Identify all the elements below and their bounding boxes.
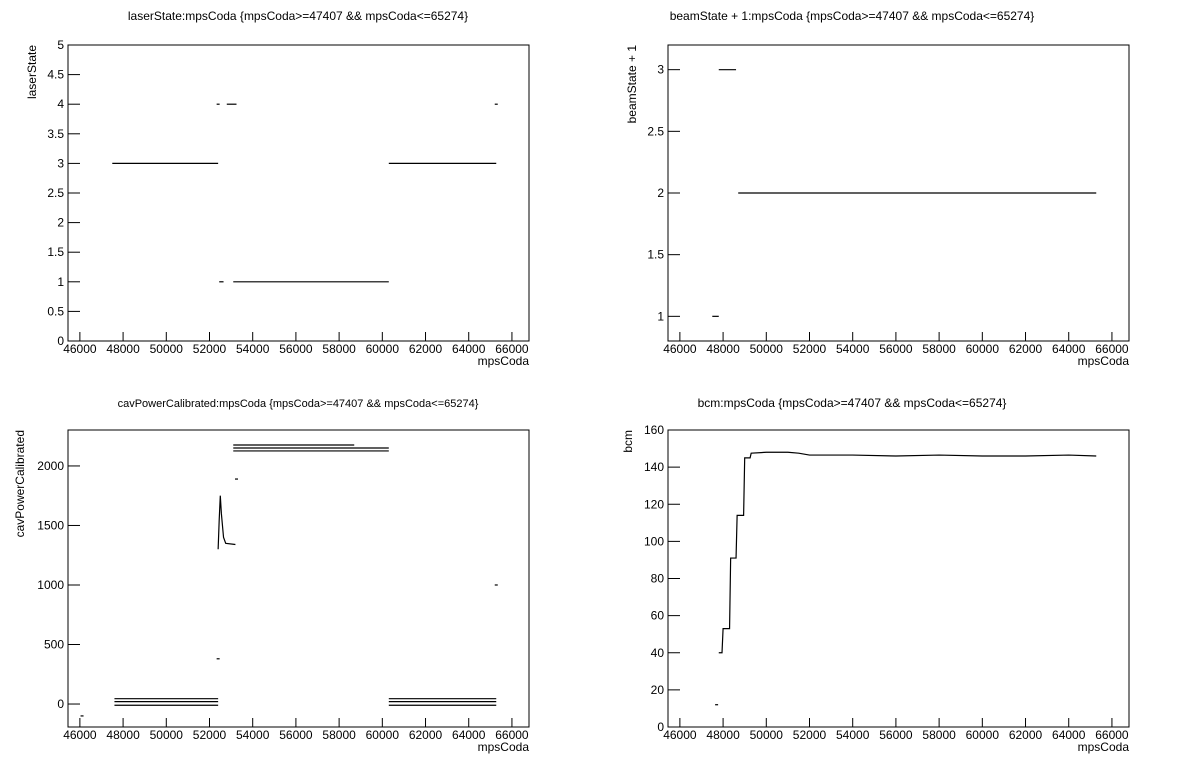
panel: beamState + 1:mpsCoda {mpsCoda>=47407 &&… <box>625 9 1130 368</box>
x-tick-label: 46000 <box>63 342 97 356</box>
x-tick-label: 54000 <box>236 728 270 742</box>
y-tick-label: 3 <box>657 63 664 77</box>
y-tick-label: 1000 <box>37 578 64 592</box>
x-tick-label: 48000 <box>106 342 140 356</box>
y-tick-label: 2 <box>657 186 664 200</box>
y-tick-label: 140 <box>644 460 664 474</box>
data-line <box>718 451 1097 654</box>
y-tick-label: 4.5 <box>47 68 64 82</box>
y-tick-label: 0 <box>57 334 64 348</box>
x-tick-label: 46000 <box>63 728 97 742</box>
x-tick-label: 64000 <box>452 342 486 356</box>
y-tick-label: 1.5 <box>647 248 664 262</box>
x-tick-label: 50000 <box>150 728 184 742</box>
x-tick-label: 50000 <box>750 728 784 742</box>
y-tick-label: 2 <box>57 216 64 230</box>
x-tick-label: 56000 <box>879 342 913 356</box>
y-tick-label: 120 <box>644 497 664 511</box>
x-tick-label: 52000 <box>793 342 827 356</box>
x-tick-label: 58000 <box>922 342 956 356</box>
plot-frame <box>67 429 530 728</box>
panel: cavPowerCalibrated:mpsCoda {mpsCoda>=474… <box>13 398 530 754</box>
y-tick-label: 1500 <box>37 518 64 532</box>
x-tick-label: 66000 <box>495 728 529 742</box>
x-tick-label: 62000 <box>409 342 443 356</box>
x-tick-label: 62000 <box>409 728 443 742</box>
y-axis-label: bcm <box>621 430 635 453</box>
x-tick-label: 52000 <box>193 728 227 742</box>
x-tick-label: 64000 <box>452 728 486 742</box>
y-tick-label: 80 <box>651 572 665 586</box>
panel: bcm:mpsCoda {mpsCoda>=47407 && mpsCoda<=… <box>621 396 1130 754</box>
x-tick-label: 48000 <box>706 342 740 356</box>
y-tick-label: 60 <box>651 609 665 623</box>
y-tick-label: 40 <box>651 646 665 660</box>
x-tick-label: 56000 <box>279 728 313 742</box>
y-axis-label: cavPowerCalibrated <box>13 430 27 537</box>
x-tick-label: 52000 <box>793 728 827 742</box>
y-tick-label: 20 <box>651 683 665 697</box>
y-tick-label: 0 <box>657 720 664 734</box>
x-tick-label: 54000 <box>236 342 270 356</box>
x-tick-label: 50000 <box>750 342 784 356</box>
x-tick-label: 58000 <box>322 342 356 356</box>
y-tick-label: 3.5 <box>47 127 64 141</box>
x-tick-label: 50000 <box>150 342 184 356</box>
x-tick-label: 66000 <box>1095 342 1129 356</box>
y-tick-label: 0.5 <box>47 304 64 318</box>
plot-frame <box>667 429 1130 728</box>
y-tick-label: 4 <box>57 97 64 111</box>
x-tick-label: 60000 <box>966 342 1000 356</box>
y-tick-label: 0 <box>57 697 64 711</box>
y-tick-label: 500 <box>44 638 64 652</box>
x-tick-label: 46000 <box>663 342 697 356</box>
x-tick-label: 54000 <box>836 342 870 356</box>
x-tick-label: 58000 <box>922 728 956 742</box>
chart-title: beamState + 1:mpsCoda {mpsCoda>=47407 &&… <box>670 9 1035 23</box>
y-tick-label: 5 <box>57 38 64 52</box>
x-axis-label: mpsCoda <box>478 354 530 368</box>
x-tick-label: 56000 <box>279 342 313 356</box>
x-tick-label: 56000 <box>879 728 913 742</box>
plot-frame <box>67 44 530 342</box>
chart-title: laserState:mpsCoda {mpsCoda>=47407 && mp… <box>128 9 468 23</box>
y-tick-label: 2.5 <box>647 124 664 138</box>
y-tick-label: 2000 <box>37 459 64 473</box>
y-tick-label: 1 <box>657 309 664 323</box>
x-tick-label: 60000 <box>366 342 400 356</box>
x-tick-label: 62000 <box>1009 342 1043 356</box>
x-axis-label: mpsCoda <box>1078 354 1130 368</box>
x-tick-label: 62000 <box>1009 728 1043 742</box>
y-axis-label: laserState <box>25 45 39 99</box>
x-tick-label: 52000 <box>193 342 227 356</box>
x-axis-label: mpsCoda <box>478 740 530 754</box>
x-tick-label: 60000 <box>966 728 1000 742</box>
data-line <box>217 495 236 550</box>
y-tick-label: 1.5 <box>47 245 64 259</box>
x-tick-label: 66000 <box>495 342 529 356</box>
x-tick-label: 58000 <box>322 728 356 742</box>
y-tick-label: 2.5 <box>47 186 64 200</box>
chart-title: cavPowerCalibrated:mpsCoda {mpsCoda>=474… <box>118 398 479 410</box>
chart-title: bcm:mpsCoda {mpsCoda>=47407 && mpsCoda<=… <box>698 396 1007 410</box>
y-tick-label: 3 <box>57 156 64 170</box>
x-tick-label: 64000 <box>1052 728 1086 742</box>
x-tick-label: 60000 <box>366 728 400 742</box>
y-axis-label: beamState + 1 <box>625 45 639 124</box>
x-tick-label: 54000 <box>836 728 870 742</box>
panel: laserState:mpsCoda {mpsCoda>=47407 && mp… <box>25 9 530 368</box>
x-tick-label: 48000 <box>106 728 140 742</box>
x-axis-label: mpsCoda <box>1078 740 1130 754</box>
y-tick-label: 100 <box>644 534 664 548</box>
x-tick-label: 48000 <box>706 728 740 742</box>
y-tick-label: 1 <box>57 275 64 289</box>
x-tick-label: 66000 <box>1095 728 1129 742</box>
y-tick-label: 160 <box>644 423 664 437</box>
x-tick-label: 64000 <box>1052 342 1086 356</box>
x-tick-label: 46000 <box>663 728 697 742</box>
